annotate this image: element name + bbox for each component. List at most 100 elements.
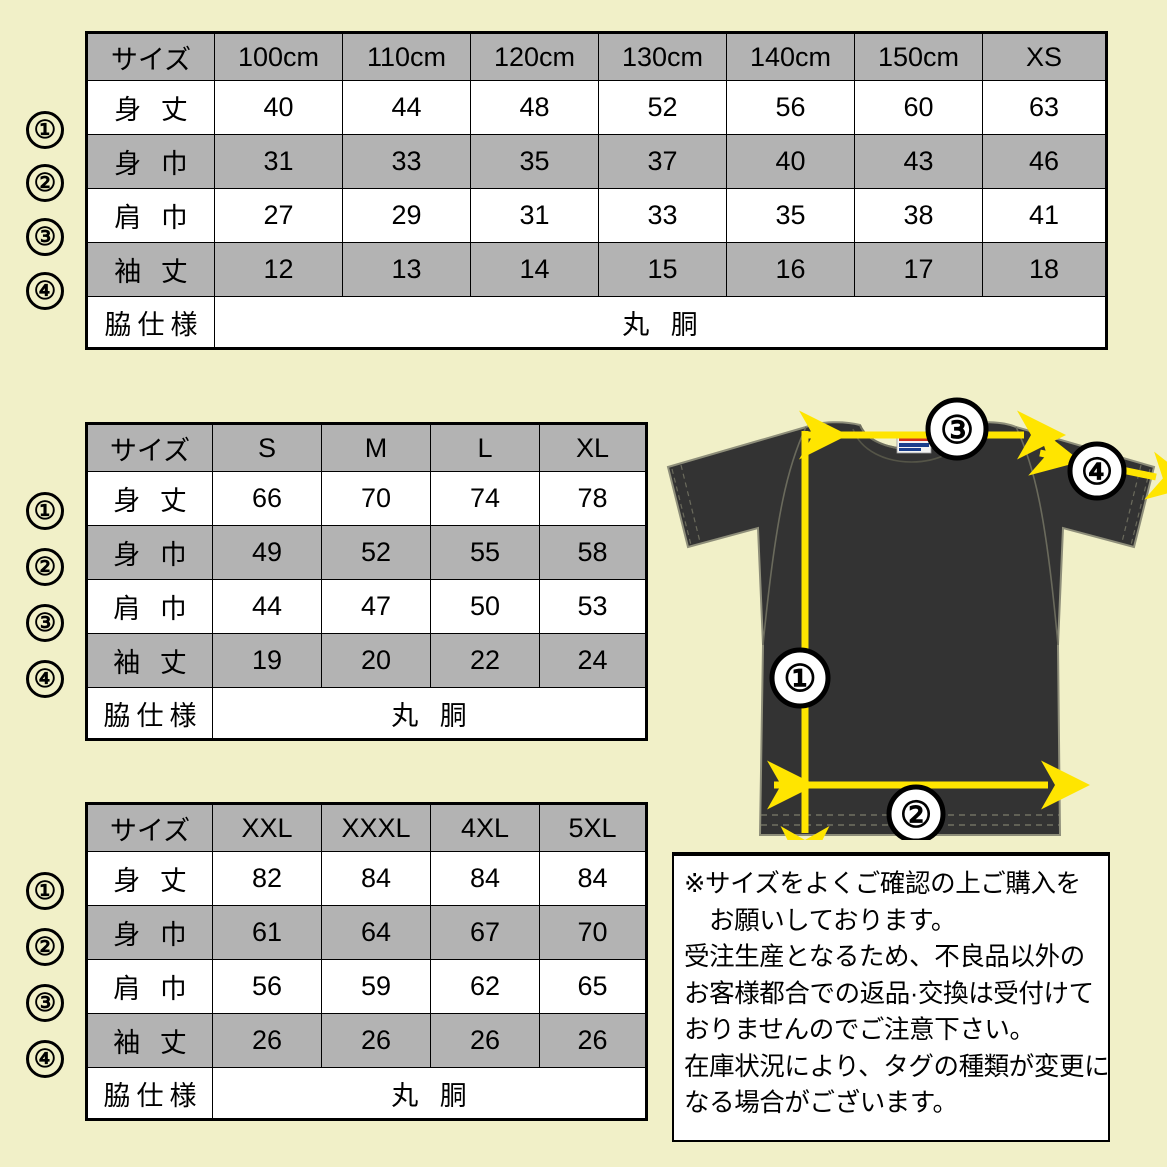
cell: 60 [854,80,983,135]
row-label-side-spec: 脇仕様 [86,1067,213,1120]
table-row: 袖 丈 12 13 14 15 16 17 18 [86,242,1107,297]
row-label-shoulder-width: 肩 巾 [86,579,213,634]
row-label-sleeve-length: 袖 丈 [86,633,213,688]
table-row: 身 丈 66 70 74 78 [86,471,647,526]
cell: 55 [430,525,540,580]
purchase-note-box: ※サイズをよくご確認の上ご購入を お願いしております。 受注生産となるため、不良… [672,852,1110,1142]
cell: 64 [321,905,431,960]
marker-sleeve-length-t2: ④ [26,660,64,698]
callout-sleeve-length: ④ [1067,441,1127,501]
cell: 26 [212,1013,322,1068]
col-header-3: 5XL [539,803,647,852]
cell: 41 [982,188,1107,243]
col-header-size: サイズ [86,423,213,472]
cell: 35 [470,134,599,189]
cell: 16 [726,242,855,297]
row-label-body-length: 身 丈 [86,471,213,526]
col-header-3: 130cm [598,32,727,81]
marker-body-length-t3: ① [26,872,64,910]
row-label-side-spec: 脇仕様 [86,687,213,740]
note-line: ※サイズをよくご確認の上ご購入を [684,870,1081,898]
svg-text:①: ① [783,659,816,700]
note-line: お願いしております。 [709,906,956,935]
cell: 84 [430,851,540,906]
side-spec-value: 丸 胴 [212,1067,647,1120]
marker-body-width-t3: ② [26,928,64,966]
table-row: 肩 巾 27 29 31 33 35 38 41 [86,188,1107,243]
marker-shoulder-width-t2: ③ [26,604,64,642]
marker-sleeve-length-t3: ④ [26,1040,64,1078]
cell: 44 [212,579,322,634]
cell: 33 [598,188,727,243]
marker-body-length-t2: ① [26,492,64,530]
svg-text:②: ② [900,795,932,835]
cell: 82 [212,851,322,906]
cell: 37 [598,134,727,189]
cell: 67 [430,905,540,960]
cell: 24 [539,633,647,688]
table-footer-row: 脇仕様 丸 胴 [86,296,1107,349]
marker-body-width-t1: ② [26,164,64,202]
cell: 70 [539,905,647,960]
col-header-0: 100cm [214,32,343,81]
cell: 52 [321,525,431,580]
cell: 14 [470,242,599,297]
cell: 33 [342,134,471,189]
adult-size-table: サイズ S M L XL 身 丈 66 70 74 78 身 巾 49 52 5… [85,422,648,741]
cell: 84 [321,851,431,906]
cell: 52 [598,80,727,135]
callout-shoulder-width: ③ [925,397,989,461]
row-label-sleeve-length: 袖 丈 [86,1013,213,1068]
callout-body-width: ② [886,784,946,840]
callout-body-length: ① [769,647,831,709]
cell: 40 [214,80,343,135]
note-line: 受注生産となるため、不良品以外の [684,943,1085,971]
cell: 13 [342,242,471,297]
col-header-size: サイズ [86,803,213,852]
row-label-sleeve-length: 袖 丈 [86,242,215,297]
col-header-0: S [212,423,322,472]
side-spec-value: 丸 胴 [212,687,647,740]
table-row: 袖 丈 19 20 22 24 [86,633,647,688]
cell: 58 [539,525,647,580]
table-row: 身 巾 49 52 55 58 [86,525,647,580]
cell: 18 [982,242,1107,297]
cell: 62 [430,959,540,1014]
note-line: お客様都合での返品·交換は受付けて [684,979,1094,1008]
row-label-shoulder-width: 肩 巾 [86,188,215,243]
cell: 26 [539,1013,647,1068]
cell: 12 [214,242,343,297]
marker-body-width-t2: ② [26,548,64,586]
cell: 50 [430,579,540,634]
side-spec-value: 丸 胴 [214,296,1107,349]
col-header-3: XL [539,423,647,472]
row-label-shoulder-width: 肩 巾 [86,959,213,1014]
t-shirt-measurement-diagram: ③ ④ ① ② [660,395,1167,840]
cell: 29 [342,188,471,243]
cell: 15 [598,242,727,297]
kids-size-table: サイズ 100cm 110cm 120cm 130cm 140cm 150cm … [85,31,1108,350]
table-row: 身 巾 61 64 67 70 [86,905,647,960]
cell: 47 [321,579,431,634]
big-size-table: サイズ XXL XXXL 4XL 5XL 身 丈 82 84 84 84 身 巾… [85,802,648,1121]
cell: 17 [854,242,983,297]
cell: 56 [726,80,855,135]
cell: 22 [430,633,540,688]
table-row: 袖 丈 26 26 26 26 [86,1013,647,1068]
cell: 46 [982,134,1107,189]
table-row: 身 丈 40 44 48 52 56 60 63 [86,80,1107,135]
table-footer-row: 脇仕様 丸 胴 [86,687,647,740]
note-line: なる場合がございます。 [684,1089,958,1117]
table-header-row: サイズ S M L XL [86,423,647,472]
cell: 31 [470,188,599,243]
cell: 44 [342,80,471,135]
note-line: おりませんのでご注意下さい。 [684,1016,1035,1044]
cell: 66 [212,471,322,526]
cell: 70 [321,471,431,526]
table-row: 肩 巾 44 47 50 53 [86,579,647,634]
cell: 31 [214,134,343,189]
svg-text:③: ③ [940,410,974,452]
col-header-2: 4XL [430,803,540,852]
cell: 35 [726,188,855,243]
marker-sleeve-length-t1: ④ [26,272,64,310]
